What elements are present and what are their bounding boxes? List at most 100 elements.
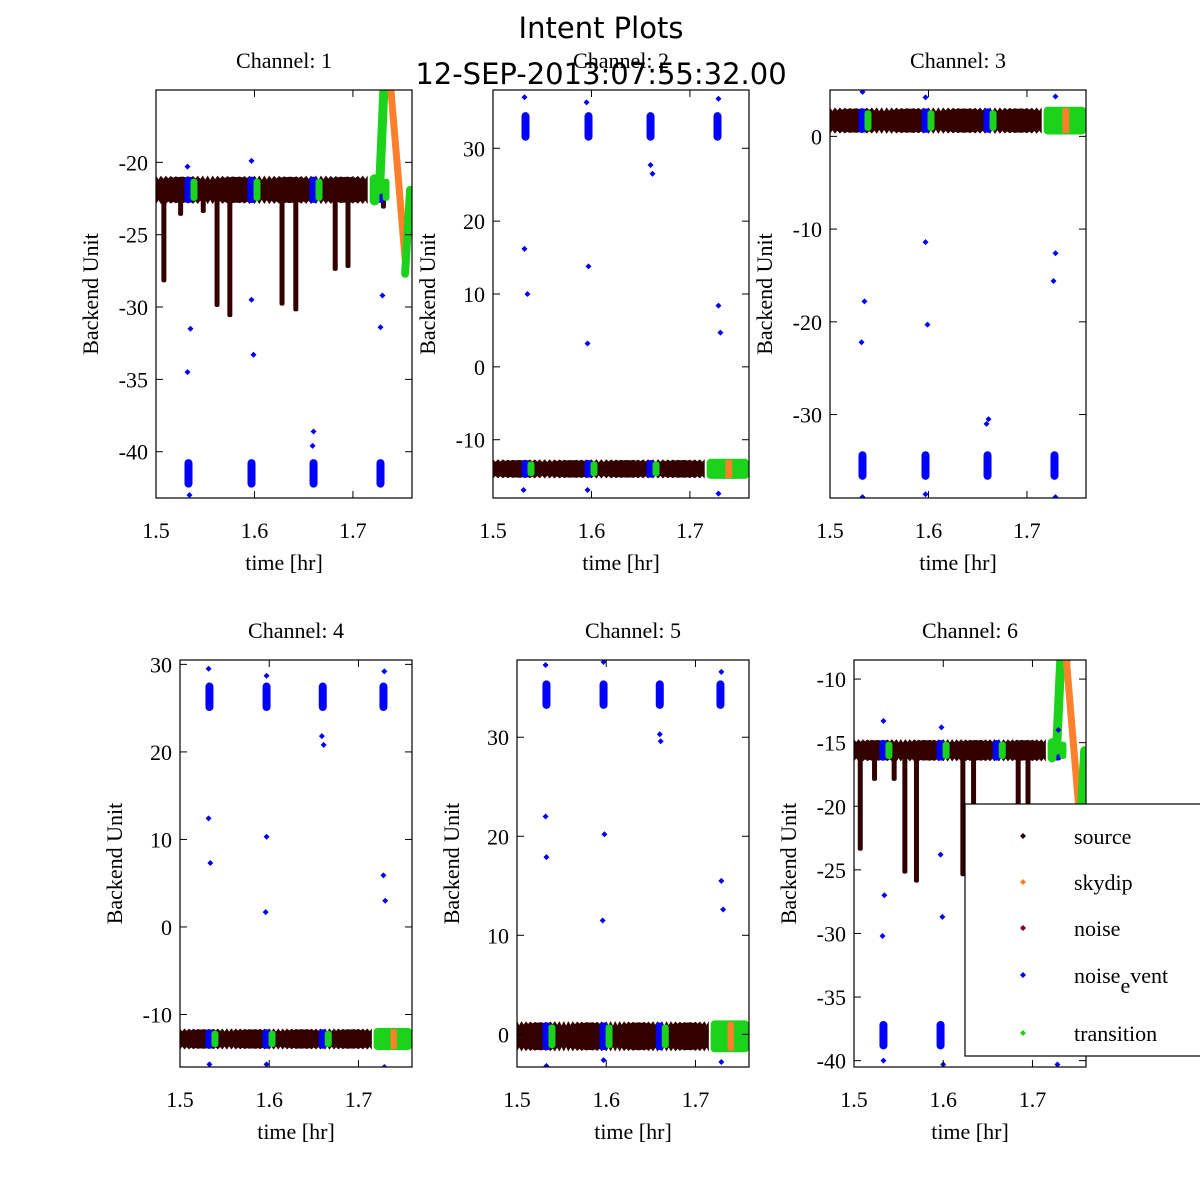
plot-area [493, 94, 749, 497]
x-axis-label: time [hr] [931, 1119, 1009, 1144]
skydip-band [727, 1021, 734, 1051]
noise-event-point [715, 95, 722, 102]
noise-event-cluster [858, 451, 867, 480]
transition-band [315, 178, 323, 201]
panel-title: Channel: 3 [910, 48, 1006, 73]
y-tick-label: 30 [463, 136, 485, 161]
legend-label-skydip: skydip [1074, 870, 1133, 895]
legend-box [964, 803, 1200, 1057]
noise-event-point [718, 668, 725, 675]
noise-event-point [263, 833, 270, 840]
transition-band [590, 461, 598, 477]
noise-event-point [600, 660, 607, 665]
source-dip [332, 189, 338, 271]
noise-event-cluster [521, 112, 530, 141]
y-tick-label: -35 [817, 985, 846, 1010]
noise-event-point [206, 1061, 213, 1067]
figure-title: Intent Plots [519, 11, 684, 45]
noise-event-point [601, 831, 608, 838]
transition-band [253, 178, 261, 201]
noise-event-cluster [247, 459, 256, 488]
noise-event-point [938, 724, 945, 731]
panel-title: Channel: 1 [236, 48, 332, 73]
noise-event-point [939, 913, 946, 920]
noise-event-point [1054, 1061, 1061, 1067]
source-dip [214, 189, 220, 308]
transition-band [661, 1024, 669, 1049]
noise-event-point [263, 1061, 270, 1067]
transition-band [652, 461, 660, 477]
noise-event-point [254, 497, 255, 498]
legend-label-noise: noise [1074, 916, 1120, 941]
noise-event-point [543, 854, 550, 861]
y-tick-label: 10 [487, 923, 509, 948]
noise-event-cluster [646, 112, 655, 141]
legend-label-source: source [1074, 824, 1131, 849]
noise-event-cluster [713, 112, 722, 141]
noise-event-point [922, 491, 929, 498]
noise-event-point [320, 741, 327, 748]
noise-event-point [207, 860, 214, 867]
y-axis-label: Backend Unit [776, 803, 801, 925]
y-tick-label: -20 [119, 150, 148, 175]
x-axis-label: time [hr] [257, 1119, 335, 1144]
noise-event-point [1052, 250, 1059, 257]
source-dip [161, 189, 167, 283]
y-tick-label: -35 [119, 367, 148, 392]
noise-event-point [1052, 494, 1059, 498]
panel-title: Channel: 5 [585, 618, 681, 643]
y-tick-label: -10 [456, 428, 485, 453]
noise-event-point [377, 324, 384, 331]
transition-recover [401, 185, 412, 278]
noise-event-point [657, 738, 664, 745]
noise-event-point [585, 263, 592, 270]
axes-frame [829, 89, 1087, 499]
noise-event-point [318, 733, 325, 740]
noise-event-cluster [376, 459, 385, 488]
noise-event-cluster [655, 680, 664, 709]
x-tick-label: 1.6 [241, 518, 269, 543]
legend-marker-noise_event [1020, 972, 1026, 978]
noise-event-point [1055, 726, 1062, 733]
noise-event-point [184, 369, 191, 376]
transition-band [998, 741, 1006, 759]
y-tick-label: 0 [811, 124, 822, 149]
noise-event-point [1052, 93, 1059, 100]
x-axis-label: time [hr] [594, 1119, 672, 1144]
y-tick-label: -20 [817, 794, 846, 819]
x-tick-label: 1.7 [676, 518, 704, 543]
panel-channel-4: 30 20 10 0 -10 1.5 1.6 1.7 Channel: 4 time [hr] Ba… [102, 618, 413, 1144]
source-dip [178, 189, 184, 216]
y-tick-label: 10 [150, 827, 172, 852]
x-axis-label: time [hr] [919, 550, 997, 575]
y-tick-label: 10 [463, 282, 485, 307]
transition-band [211, 1030, 219, 1048]
legend-label-rest: vent [1130, 963, 1168, 988]
noise-event-cluster [542, 680, 551, 709]
y-tick-label: 30 [150, 652, 172, 677]
noise-event-cluster [309, 459, 318, 488]
plot-area [517, 660, 749, 1067]
source-dip [293, 189, 299, 312]
axes-frame [516, 659, 750, 1068]
noise-event-point [262, 909, 269, 916]
y-tick-label: -40 [119, 440, 148, 465]
noise-event-point [542, 813, 549, 820]
plot-area [830, 90, 1086, 498]
noise-event-point [922, 239, 929, 246]
noise-event-point [600, 1057, 607, 1064]
noise-event-cluster [262, 682, 271, 712]
noise-event-point [186, 492, 193, 498]
noise-event-point [922, 94, 929, 101]
noise-event-point [524, 291, 531, 297]
noise-event-cluster [318, 682, 327, 712]
transition-rise [375, 90, 389, 195]
x-tick-label: 1.6 [929, 1087, 957, 1112]
source-dip [872, 750, 878, 781]
noise-event-point [584, 486, 591, 493]
panels: -20 -25 -30 -35 -40 1.5 1.6 1.7 Channel: 1 time [… [78, 48, 1087, 1144]
noise-event-point [250, 351, 257, 358]
noise-event-point [583, 99, 590, 106]
